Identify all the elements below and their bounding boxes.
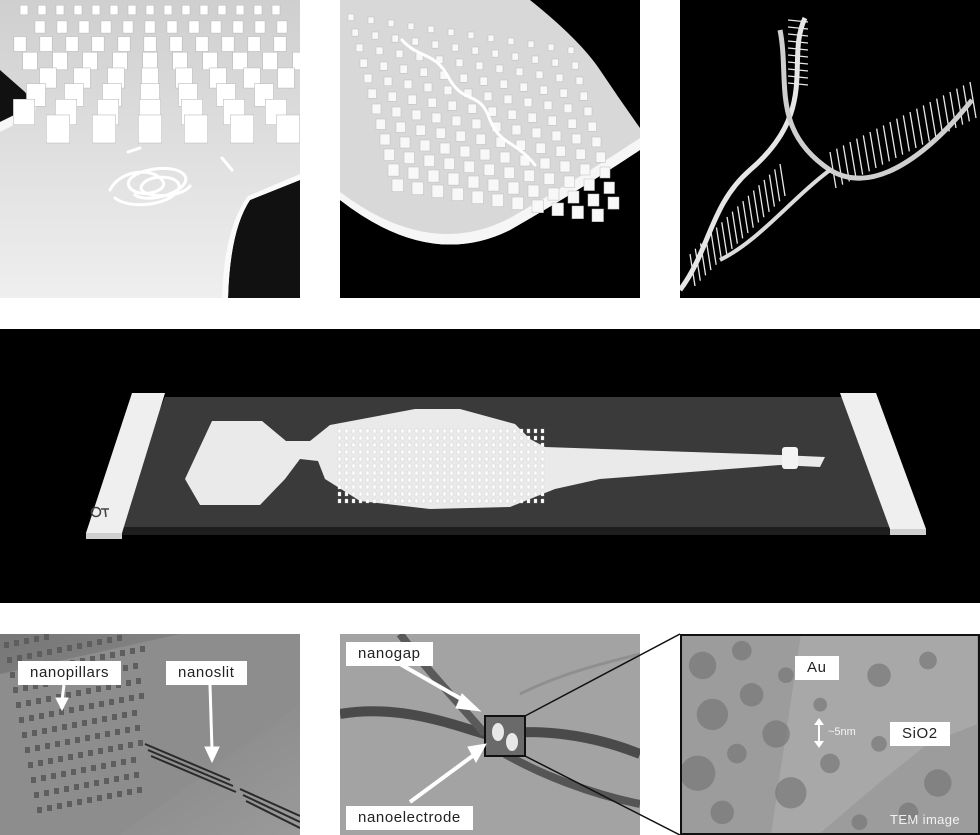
white-arrow-icon (399, 662, 471, 706)
render-nanopillars-coiled-dna (0, 0, 300, 298)
sem-nanogap-nanoelectrode: nanogap nanoelectrode (340, 634, 640, 835)
render-nanofluidic-chip-svg (0, 329, 980, 603)
tem-image-panel: Au SiO2 ~5nm TEM image (680, 634, 980, 835)
arrows-layer (399, 662, 487, 804)
coiled-dna-icon (108, 146, 234, 207)
stretched-dna-icon (400, 38, 537, 167)
white-arrow-icon (55, 697, 69, 712)
gold-nanoparticles (682, 640, 952, 831)
render-dna-double-helix (680, 0, 980, 298)
tem-caption: TEM image (890, 812, 961, 827)
render-nanofluidic-chip (0, 329, 980, 603)
label-nanogap: nanogap (346, 642, 433, 666)
render-nanopillars-coiled-dna-svg (0, 0, 300, 298)
nanoslit-channels (144, 743, 300, 829)
nanopillar-array (347, 13, 620, 222)
nanopillar-array (13, 4, 300, 144)
label-nanopillars: nanopillars (18, 661, 122, 685)
label-nanoelectrode: nanoelectrode (346, 806, 473, 830)
render-nanopillars-stretched-dna-svg (340, 0, 640, 298)
label-au: Au (795, 656, 839, 680)
nanopillar-array (337, 428, 545, 504)
white-arrow-icon (467, 743, 487, 764)
white-arrow-icon (455, 693, 482, 712)
arrows-layer (55, 684, 220, 764)
white-arrow-icon (208, 684, 214, 751)
zoom-box (484, 715, 526, 757)
white-arrow-icon (204, 746, 220, 764)
label-sio2: SiO2 (890, 722, 950, 746)
sem-nanopillars-nanoslit: nanopillars nanoslit (0, 634, 300, 835)
label-nanoslit: nanoslit (166, 661, 247, 685)
double-arrow-icon (814, 718, 824, 748)
render-nanopillars-stretched-dna (340, 0, 640, 298)
white-arrow-icon (408, 750, 480, 804)
dna-double-helix-icon (680, 0, 980, 298)
scale-label: ~5nm (828, 726, 856, 738)
chip-logo-icon (90, 506, 109, 518)
